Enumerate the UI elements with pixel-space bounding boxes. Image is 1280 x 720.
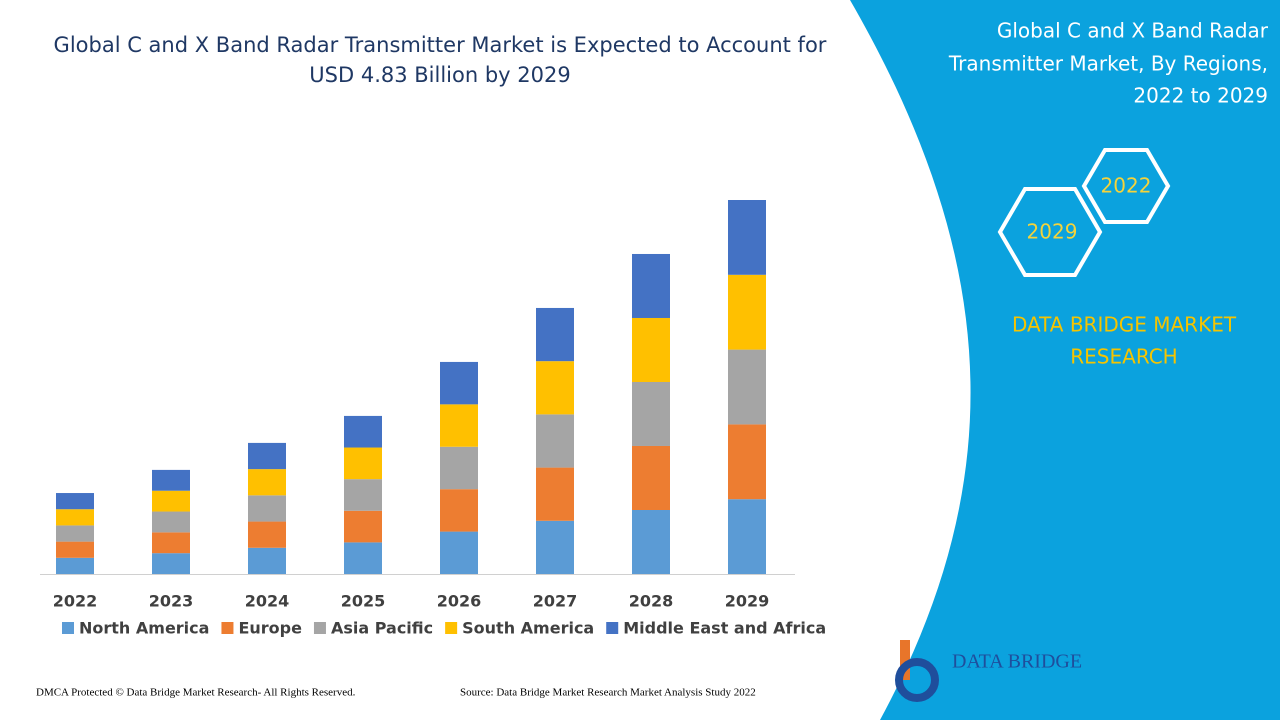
bar-segment xyxy=(344,542,382,574)
x-tick-label: 2026 xyxy=(437,592,482,611)
legend-label: Middle East and Africa xyxy=(623,619,826,638)
bar-segment xyxy=(440,531,478,574)
bar-segment xyxy=(248,547,286,574)
bar-segment xyxy=(344,415,382,448)
bar-segment xyxy=(56,541,94,558)
bar-segment xyxy=(152,532,190,554)
legend-label: North America xyxy=(79,619,209,638)
brand-text: DATA BRIDGE MARKET xyxy=(1012,313,1237,337)
x-tick-label: 2022 xyxy=(53,592,98,611)
bar-segment xyxy=(248,469,286,496)
x-tick-label: 2024 xyxy=(245,592,290,611)
x-tick-label: 2025 xyxy=(341,592,386,611)
bar-segment xyxy=(440,446,478,490)
brand-text: RESEARCH xyxy=(1070,345,1177,369)
bar-segment xyxy=(344,447,382,480)
bar-segment xyxy=(536,414,574,468)
bar-segment xyxy=(536,520,574,574)
bar-segment xyxy=(440,404,478,447)
bar-segment xyxy=(632,381,670,446)
chart-title: Global C and X Band Radar Transmitter Ma… xyxy=(54,33,827,57)
logo-text: DATA BRIDGE xyxy=(952,651,1082,673)
bar-segment xyxy=(536,361,574,415)
hexagon xyxy=(997,187,1103,277)
footer-left: DMCA Protected © Data Bridge Market Rese… xyxy=(36,687,356,699)
bar-segment xyxy=(152,490,190,512)
bar-segment xyxy=(248,521,286,548)
logo: DATA BRIDGE xyxy=(895,640,1082,702)
legend-label: Asia Pacific xyxy=(331,619,433,638)
legend-swatch xyxy=(606,622,619,634)
bar-segment xyxy=(440,361,478,405)
bar-segment xyxy=(152,511,190,533)
bar-segment xyxy=(728,200,766,275)
logo-mark xyxy=(895,658,939,702)
bar-segment xyxy=(152,469,190,491)
bar-segment xyxy=(248,495,286,522)
bar-segment xyxy=(632,445,670,510)
bar-segment xyxy=(632,509,670,574)
bar-segment xyxy=(56,509,94,526)
legend-swatch xyxy=(445,622,458,634)
bar-segment xyxy=(536,307,574,362)
chart-title: USD 4.83 Billion by 2029 xyxy=(309,63,570,87)
side-title: Transmitter Market, By Regions, xyxy=(948,52,1268,76)
bar-segment xyxy=(536,467,574,521)
bar-segment xyxy=(632,317,670,382)
x-tick-label: 2023 xyxy=(149,592,194,611)
bar-segment xyxy=(728,349,766,425)
logo-mark xyxy=(900,640,910,680)
side-title: 2022 to 2029 xyxy=(1133,84,1268,108)
bar-segment xyxy=(344,510,382,543)
hexagon-label: 2022 xyxy=(1101,174,1152,198)
bar-segment xyxy=(632,253,670,318)
legend-label: Europe xyxy=(238,619,302,638)
bar-segment xyxy=(248,442,286,470)
legend-swatch xyxy=(221,622,234,634)
bar-segment xyxy=(728,424,766,500)
bar-segment xyxy=(344,479,382,511)
bar-segment xyxy=(56,493,94,510)
hexagon xyxy=(1081,148,1171,224)
legend-label: South America xyxy=(462,619,594,638)
bar-segment xyxy=(152,553,190,574)
legend-swatch xyxy=(62,622,74,634)
bar-segment xyxy=(728,274,766,350)
bar-segment xyxy=(728,499,766,574)
footer-right: Source: Data Bridge Market Research Mark… xyxy=(460,687,756,699)
legend-swatch xyxy=(313,622,326,634)
side-title: Global C and X Band Radar xyxy=(997,19,1269,43)
bar-segment xyxy=(440,489,478,532)
x-tick-label: 2028 xyxy=(629,592,674,611)
x-tick-label: 2027 xyxy=(533,592,578,611)
bar-segment xyxy=(56,525,94,542)
side-panel-bg xyxy=(850,0,1280,720)
hexagon-label: 2029 xyxy=(1027,220,1078,244)
bar-segment xyxy=(56,557,94,574)
x-tick-label: 2029 xyxy=(725,592,770,611)
